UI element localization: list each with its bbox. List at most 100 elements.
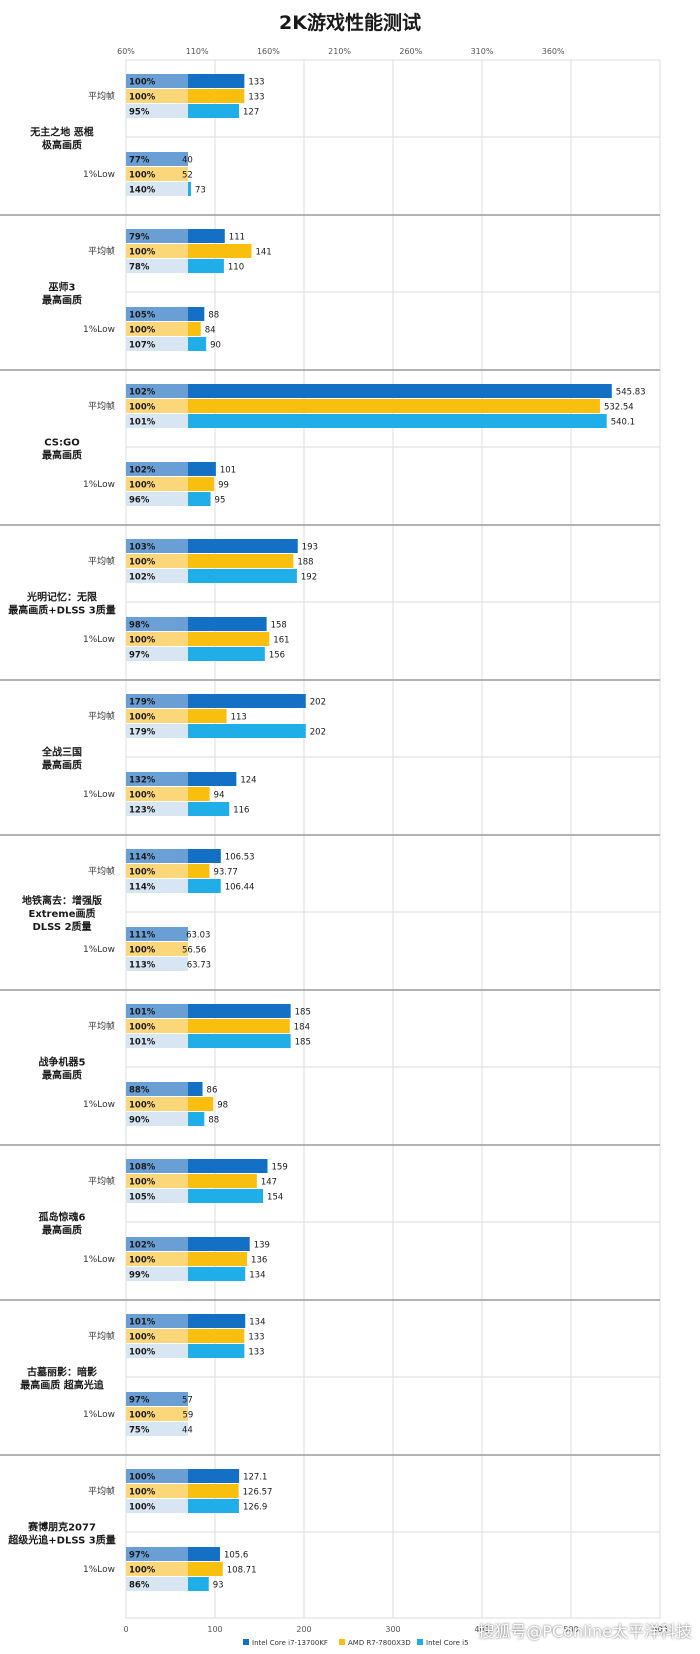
metric-label: 1%Low [83,635,115,645]
percentage-block [126,384,188,398]
metric-label: 平均帧 [88,90,115,102]
percentage-label: 114% [129,883,156,893]
value-label: 93 [213,1581,224,1591]
game-name: 最高画质 超高光追 [20,1379,104,1392]
value-label: 63.73 [187,961,211,971]
percentage-label: 179% [129,728,156,738]
value-label: 141 [255,248,271,258]
game-name: Extreme画质 [29,907,96,920]
value-label: 532.54 [604,403,634,413]
value-label: 158 [271,621,287,631]
game-name: 最高画质 [42,449,82,462]
percentage-label: 100% [129,1178,156,1188]
percentage-label: 100% [129,791,156,801]
percentage-label: 97% [129,1551,150,1561]
percentage-block [126,927,188,941]
percentage-label: 90% [129,1116,150,1126]
percentage-block [126,182,188,196]
value-label: 88 [208,311,219,321]
percentage-block [126,259,188,273]
percentage-block [126,307,188,321]
x-tick-label: 600 [652,1625,667,1634]
percentage-label: 100% [129,1473,156,1483]
percentage-block [126,1344,188,1358]
value-label: 159 [272,1163,288,1173]
game-name: 极高画质 [42,139,82,152]
percentage-label: 103% [129,543,156,553]
metric-label: 平均帧 [88,1020,115,1032]
metric-label: 1%Low [83,170,115,180]
percentage-label: 97% [129,651,150,661]
percentage-block [126,1097,188,1111]
game-name: 战争机器5 [39,1056,86,1069]
value-label: 106.53 [225,853,255,863]
value-label: 127 [243,108,259,118]
metric-label: 平均帧 [88,400,115,412]
percentage-label: 140% [129,186,156,196]
percentage-block [126,1469,188,1483]
value-label: 52 [182,171,193,181]
x-tick-label: 300 [385,1625,400,1634]
percentage-label: 100% [129,1411,156,1421]
percentage-label: 100% [129,326,156,336]
percentage-label: 100% [129,636,156,646]
value-label: 73 [195,186,206,196]
data-bar [126,414,607,428]
top-tick-label: 310% [471,47,494,56]
metric-label: 1%Low [83,790,115,800]
top-tick-label: 160% [257,47,280,56]
percentage-label: 101% [129,1038,156,1048]
percentage-label: 179% [129,698,156,708]
value-label: 98 [217,1101,228,1111]
metric-label: 平均帧 [88,245,115,257]
percentage-label: 105% [129,1193,156,1203]
percentage-block [126,104,188,118]
value-label: 106.44 [225,883,255,893]
percentage-block [126,849,188,863]
percentage-block [126,569,188,583]
percentage-label: 86% [129,1581,150,1591]
value-label: 147 [261,1178,277,1188]
percentage-block [126,709,188,723]
metric-label: 1%Low [83,945,115,955]
value-label: 133 [248,93,264,103]
percentage-block [126,399,188,413]
metric-label: 平均帧 [88,1485,115,1497]
value-label: 192 [301,573,317,583]
percentage-block [126,1577,188,1591]
value-label: 134 [249,1271,265,1281]
game-name: 最高画质 [42,759,82,772]
percentage-label: 100% [129,1101,156,1111]
percentage-block [126,74,188,88]
value-label: 126.9 [243,1503,267,1513]
percentage-label: 100% [129,171,156,181]
percentage-label: 96% [129,496,150,506]
value-label: 136 [251,1256,267,1266]
percentage-block [126,632,188,646]
top-tick-label: 60% [117,47,135,56]
value-label: 111 [229,233,245,243]
value-label: 63.03 [186,931,210,941]
value-label: 90 [210,341,221,351]
percentage-block [126,942,188,956]
percentage-block [126,802,188,816]
game-name: 孤岛惊魂6 [39,1211,86,1224]
percentage-block [126,89,188,103]
percentage-block [126,152,188,166]
metric-label: 平均帧 [88,865,115,877]
percentage-label: 100% [129,248,156,258]
value-label: 193 [302,543,318,553]
value-label: 185 [295,1038,311,1048]
percentage-block [126,244,188,258]
value-label: 84 [205,326,216,336]
top-tick-label: 260% [399,47,422,56]
percentage-block [126,539,188,553]
metric-label: 平均帧 [88,710,115,722]
percentage-label: 100% [129,713,156,723]
value-label: 127.1 [243,1473,267,1483]
game-name: 最高画质+DLSS 3质量 [8,604,115,617]
value-label: 154 [267,1193,283,1203]
game-name: 巫师3 [49,281,76,294]
data-bar [126,384,612,398]
